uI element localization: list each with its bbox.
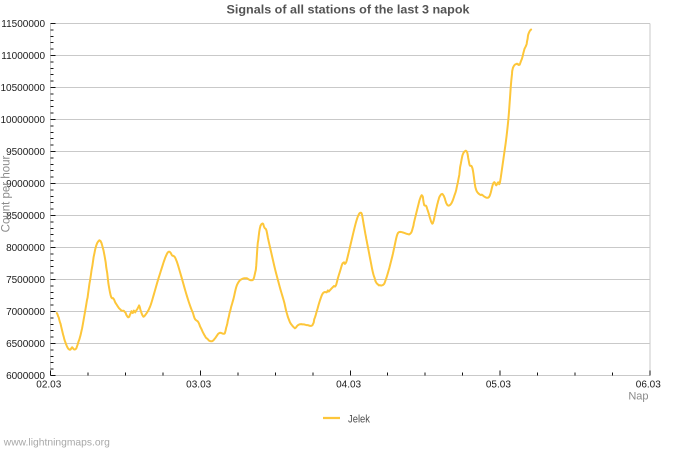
svg-text:02.03: 02.03	[36, 380, 61, 391]
svg-text:6000000: 6000000	[6, 371, 45, 382]
svg-text:9500000: 9500000	[6, 147, 45, 158]
svg-text:www.lightningmaps.org: www.lightningmaps.org	[3, 437, 110, 449]
svg-text:05.03: 05.03	[486, 380, 511, 391]
svg-text:Nap: Nap	[628, 391, 648, 403]
svg-text:7000000: 7000000	[6, 307, 45, 318]
svg-text:11500000: 11500000	[1, 19, 45, 30]
svg-text:06.03: 06.03	[636, 380, 661, 391]
svg-text:Signals of all stations of the: Signals of all stations of the last 3 na…	[227, 3, 470, 17]
svg-text:7500000: 7500000	[6, 275, 45, 286]
svg-text:10000000: 10000000	[1, 115, 46, 126]
svg-text:8000000: 8000000	[6, 243, 45, 254]
svg-text:8500000: 8500000	[6, 211, 45, 222]
svg-text:04.03: 04.03	[336, 380, 361, 391]
svg-text:11000000: 11000000	[1, 51, 45, 62]
svg-text:6500000: 6500000	[6, 339, 45, 350]
svg-text:9000000: 9000000	[6, 179, 45, 190]
svg-text:Count per hour: Count per hour	[1, 155, 13, 232]
svg-text:03.03: 03.03	[186, 380, 211, 391]
svg-text:10500000: 10500000	[1, 83, 46, 94]
svg-text:Jelek: Jelek	[348, 413, 370, 425]
